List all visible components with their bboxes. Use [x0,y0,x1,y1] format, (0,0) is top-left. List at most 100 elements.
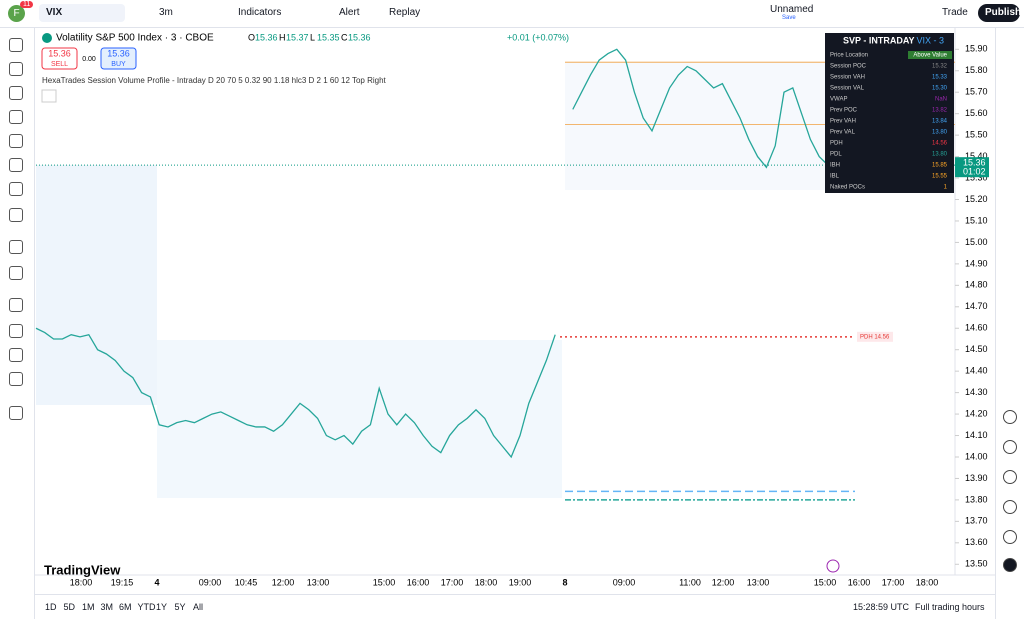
svp-value: 1 [944,185,948,191]
y-tick-label: 15.70 [965,87,988,97]
svp-key: PDH [830,141,843,147]
avatar[interactable]: F [8,5,25,22]
symbol-search[interactable] [39,4,125,22]
x-tick-label: 19:00 [509,577,532,587]
indicator-label: HexaTrades Session Volume Profile - Intr… [42,76,387,85]
y-tick-label: 13.90 [965,473,988,483]
svp-value: 13.84 [932,119,948,125]
x-tick-label: 11:00 [679,577,701,587]
event-marker[interactable] [826,559,840,573]
x-tick-label: 16:00 [848,577,871,587]
top-toolbar: F 11 VIX 3m Indicators Alert Replay Unna… [0,0,1024,28]
x-tick-label: 18:00 [475,577,498,587]
svp-value: 13.80 [932,130,948,136]
sell-price[interactable]: 15.36 [48,48,71,58]
tool[interactable] [9,266,23,280]
ohlc-key: O [248,32,255,42]
range-button[interactable]: 5Y [174,602,186,612]
x-tick-label: 19:15 [111,577,134,587]
range-button[interactable]: 1M [82,602,95,612]
tool[interactable] [9,348,23,362]
y-tick-label: 15.40 [965,151,988,161]
logo: TradingView [44,562,121,577]
range-button[interactable]: 1D [45,602,57,612]
tool[interactable] [9,372,23,386]
tool[interactable] [9,182,23,196]
svp-key: IBH [830,163,840,169]
y-tick-label: 14.30 [965,387,988,397]
svp-key: Naked POCs [830,185,865,191]
side-button[interactable] [1003,410,1017,424]
tool[interactable] [9,208,23,222]
collapse-button[interactable] [41,89,57,103]
session-toggle[interactable]: Full trading hours [915,602,985,612]
y-tick-label: 15.20 [965,194,988,204]
tool[interactable] [9,298,23,312]
y-tick-label: 13.70 [965,516,988,526]
svp-value: 15.55 [932,174,948,180]
side-button[interactable] [1003,558,1017,572]
svp-key: Session POC [830,64,867,70]
x-tick-label: 16:00 [407,577,430,587]
publish-button[interactable]: Publish [985,7,1022,18]
range-button[interactable]: 1Y [156,602,168,612]
tool[interactable] [9,134,23,148]
side-button[interactable] [1003,440,1017,454]
buy-button[interactable] [100,47,137,70]
range-button[interactable]: 3M [100,602,114,612]
x-tick-label: 13:00 [747,577,770,587]
replay-button[interactable]: Replay [389,7,421,18]
range-button[interactable]: All [193,602,204,612]
range-button[interactable]: 6M [119,602,132,612]
y-tick-label: 13.60 [965,537,988,547]
svp-symbol: VIX - 3 [916,35,944,45]
buy-label[interactable]: BUY [111,61,126,68]
tool[interactable] [9,110,23,124]
sell-label[interactable]: SELL [51,61,68,68]
side-button[interactable] [1003,530,1017,544]
y-tick-label: 14.40 [965,366,988,376]
buy-price[interactable]: 15.36 [107,48,130,58]
countdown: 01:02 [963,167,986,177]
badge: 11 [20,1,34,8]
side-button[interactable] [1003,470,1017,484]
tool[interactable] [9,86,23,100]
ohlc-value: 15.35 [317,32,340,42]
interval[interactable]: 3m [159,7,173,18]
svp-value: 15.33 [932,75,948,81]
tool[interactable] [9,38,23,52]
y-tick-label: 15.50 [965,130,988,140]
layout-name[interactable]: Unnamed [770,4,814,15]
range-button[interactable]: 5D [63,602,76,612]
svp-key: VWAP [830,97,847,103]
alert-button[interactable]: Alert [339,7,360,18]
x-tick-label: 12:00 [272,577,295,587]
sell-button[interactable] [41,47,78,70]
x-tick-label: 09:00 [613,577,636,587]
y-tick-label: 14.10 [965,430,988,440]
range-button[interactable]: YTD [137,602,156,612]
svp-key: PDL [830,152,842,158]
session-shade [157,340,562,498]
x-tick-label: 12:00 [712,577,735,587]
x-tick-label: 18:00 [916,577,939,587]
publish-bg[interactable] [978,4,1020,22]
tool[interactable] [9,406,23,420]
x-tick-label: 15:00 [373,577,396,587]
y-tick-label: 15.00 [965,237,988,247]
symbol[interactable]: VIX [46,7,63,18]
tool[interactable] [9,324,23,338]
svp-value: NaN [935,97,947,103]
ohlc-value: 15.36 [255,32,278,42]
y-tick-label: 15.80 [965,65,988,75]
indicators-button[interactable]: Indicators [238,7,282,18]
side-button[interactable] [1003,500,1017,514]
tool[interactable] [9,158,23,172]
ohlc-key: H [279,32,286,42]
tool[interactable] [9,240,23,254]
y-tick-label: 14.50 [965,344,988,354]
trade-button[interactable]: Trade [942,7,968,18]
svp-badge [908,51,952,59]
tool[interactable] [9,62,23,76]
